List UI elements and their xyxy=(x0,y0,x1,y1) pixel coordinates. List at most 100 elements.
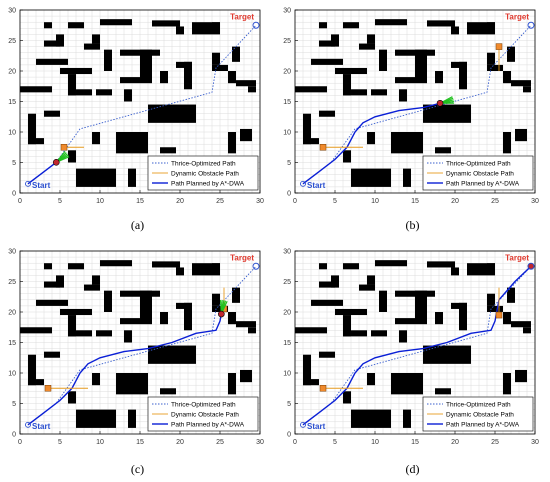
robot-marker xyxy=(52,158,60,166)
obstacle xyxy=(295,327,327,334)
obstacle xyxy=(236,80,256,87)
panel-d: 0 5 10 15 20 25 30 0 5 10 15 20 25 30 Start Target Thric… xyxy=(275,241,550,482)
optimized-path xyxy=(302,24,532,185)
obstacle xyxy=(515,369,527,383)
x-tick-label: 20 xyxy=(176,198,184,205)
x-tick-label: 5 xyxy=(58,439,62,446)
start-label: Start xyxy=(307,422,326,431)
start-label: Start xyxy=(307,181,326,190)
obstacle xyxy=(212,64,228,71)
obstacle xyxy=(503,312,511,325)
obstacle xyxy=(359,43,375,50)
panel-caption: (c) xyxy=(130,462,145,476)
obstacle xyxy=(140,49,152,84)
obstacle xyxy=(28,354,36,386)
legend: Thrice-Optimized Path Dynamic Obstacle Pa… xyxy=(422,396,534,432)
obstacle xyxy=(351,168,391,187)
obstacle xyxy=(451,302,467,309)
obstacle xyxy=(523,327,531,334)
obstacle xyxy=(487,22,495,29)
obstacle xyxy=(240,369,252,383)
obstacle xyxy=(503,71,511,84)
obstacle xyxy=(391,132,423,154)
obstacle xyxy=(319,22,327,29)
robot-marker xyxy=(218,310,225,318)
obstacle xyxy=(503,132,511,154)
obstacle xyxy=(395,77,415,84)
start-label: Start xyxy=(32,422,51,431)
panel-a: 0 5 10 15 20 25 30 0 5 10 15 20 25 30 Start Target Thric… xyxy=(0,0,275,241)
y-tick-label: 25 xyxy=(8,279,16,286)
obstacle xyxy=(68,89,92,96)
x-tick-label: 30 xyxy=(531,439,539,446)
obstacle xyxy=(343,330,367,337)
y-tick-label: 5 xyxy=(287,160,291,167)
obstacle xyxy=(379,49,387,71)
target-label: Target xyxy=(230,12,254,21)
dynamic-obstacle xyxy=(495,311,503,319)
obstacle xyxy=(152,20,180,27)
dynamic-obstacle xyxy=(44,385,52,392)
obstacle xyxy=(335,67,367,75)
y-tick-label: 0 xyxy=(287,432,291,439)
optimized-path xyxy=(302,265,532,426)
obstacle xyxy=(319,40,335,47)
obstacle xyxy=(100,260,132,267)
obstacle xyxy=(44,110,60,117)
dynamic-obstacle xyxy=(319,385,327,392)
obstacle xyxy=(76,168,116,187)
obstacle xyxy=(423,345,471,364)
legend-label: Path Planned by A*-DWA xyxy=(446,181,520,188)
y-tick-label: 30 xyxy=(8,8,16,15)
obstacle xyxy=(319,110,335,117)
obstacle xyxy=(96,89,112,96)
dynamic-obstacle xyxy=(319,144,327,151)
obstacle xyxy=(523,86,531,93)
obstacle xyxy=(503,373,511,395)
obstacle xyxy=(303,113,311,145)
obstacle xyxy=(44,263,52,270)
x-tick-label: 0 xyxy=(293,198,297,205)
obstacle xyxy=(92,34,100,44)
obstacle xyxy=(120,77,140,84)
y-tick-label: 30 xyxy=(283,8,291,15)
obstacle xyxy=(96,330,112,337)
obstacle xyxy=(160,71,168,84)
panel-caption: (b) xyxy=(405,218,420,232)
y-tick-label: 15 xyxy=(8,340,16,347)
obstacle xyxy=(343,22,359,29)
start-marker xyxy=(25,421,31,428)
obstacle xyxy=(28,113,36,145)
x-tick-label: 25 xyxy=(491,198,499,205)
plot-svg: 0 5 10 15 20 25 30 0 5 10 15 20 25 30 Start Target Thric… xyxy=(283,249,539,447)
planned-path xyxy=(27,161,57,185)
obstacle xyxy=(228,71,236,84)
obstacle xyxy=(451,267,459,276)
obstacle xyxy=(459,302,467,331)
y-tick-label: 25 xyxy=(283,38,291,45)
plot-svg: 0 5 10 15 20 25 30 0 5 10 15 20 25 30 Start Target Thric… xyxy=(283,8,539,206)
obstacle xyxy=(435,147,451,154)
obstacle xyxy=(367,132,375,145)
obstacle xyxy=(44,351,60,358)
obstacle xyxy=(507,46,515,62)
obstacle xyxy=(176,61,192,68)
obstacle xyxy=(104,290,112,312)
obstacle xyxy=(343,150,351,163)
planned-path xyxy=(302,265,532,426)
obstacle xyxy=(212,52,220,65)
obstacle xyxy=(511,80,531,87)
y-tick-label: 10 xyxy=(8,371,16,378)
y-tick-label: 15 xyxy=(283,99,291,106)
obstacle xyxy=(511,321,531,328)
obstacle xyxy=(375,19,407,26)
obstacle xyxy=(371,330,387,337)
obstacle xyxy=(84,43,100,50)
obstacle xyxy=(212,293,220,306)
y-tick-label: 10 xyxy=(283,130,291,137)
obstacle xyxy=(212,305,228,312)
obstacle xyxy=(375,260,407,267)
obstacle xyxy=(104,49,112,71)
obstacle xyxy=(359,284,375,291)
obstacle xyxy=(399,89,407,102)
